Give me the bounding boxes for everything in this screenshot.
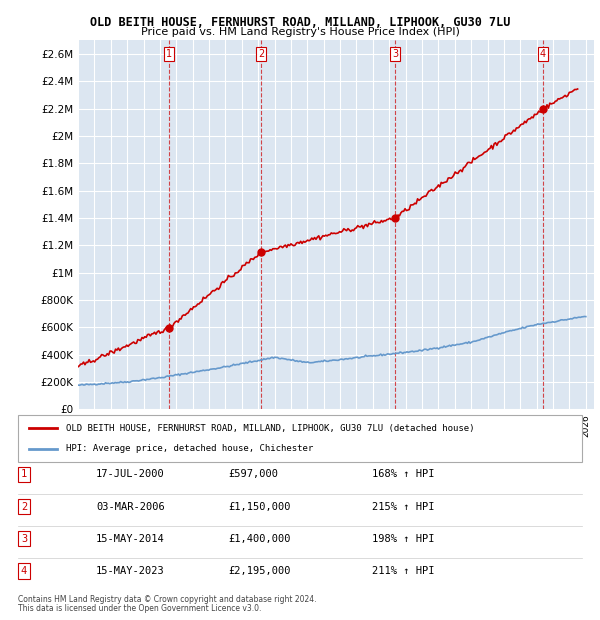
Text: OLD BEITH HOUSE, FERNHURST ROAD, MILLAND, LIPHOOK, GU30 7LU (detached house): OLD BEITH HOUSE, FERNHURST ROAD, MILLAND… <box>66 424 475 433</box>
Text: Contains HM Land Registry data © Crown copyright and database right 2024.: Contains HM Land Registry data © Crown c… <box>18 595 317 604</box>
Text: £597,000: £597,000 <box>228 469 278 479</box>
Text: £2,195,000: £2,195,000 <box>228 566 290 576</box>
Text: 198% ↑ HPI: 198% ↑ HPI <box>372 534 434 544</box>
Text: 03-MAR-2006: 03-MAR-2006 <box>96 502 165 512</box>
Text: 15-MAY-2014: 15-MAY-2014 <box>96 534 165 544</box>
Text: 4: 4 <box>539 49 546 59</box>
Text: 2: 2 <box>258 49 264 59</box>
Text: OLD BEITH HOUSE, FERNHURST ROAD, MILLAND, LIPHOOK, GU30 7LU: OLD BEITH HOUSE, FERNHURST ROAD, MILLAND… <box>90 16 510 29</box>
Text: 4: 4 <box>21 566 27 576</box>
Text: 1: 1 <box>166 49 172 59</box>
Text: 3: 3 <box>21 534 27 544</box>
Text: Price paid vs. HM Land Registry's House Price Index (HPI): Price paid vs. HM Land Registry's House … <box>140 27 460 37</box>
Text: 168% ↑ HPI: 168% ↑ HPI <box>372 469 434 479</box>
Text: £1,150,000: £1,150,000 <box>228 502 290 512</box>
Text: This data is licensed under the Open Government Licence v3.0.: This data is licensed under the Open Gov… <box>18 603 262 613</box>
Text: 215% ↑ HPI: 215% ↑ HPI <box>372 502 434 512</box>
Text: 15-MAY-2023: 15-MAY-2023 <box>96 566 165 576</box>
Text: HPI: Average price, detached house, Chichester: HPI: Average price, detached house, Chic… <box>66 445 313 453</box>
FancyBboxPatch shape <box>18 415 582 462</box>
Text: £1,400,000: £1,400,000 <box>228 534 290 544</box>
Text: 17-JUL-2000: 17-JUL-2000 <box>96 469 165 479</box>
Text: 1: 1 <box>21 469 27 479</box>
Text: 211% ↑ HPI: 211% ↑ HPI <box>372 566 434 576</box>
Text: 3: 3 <box>392 49 398 59</box>
Text: 2: 2 <box>21 502 27 512</box>
